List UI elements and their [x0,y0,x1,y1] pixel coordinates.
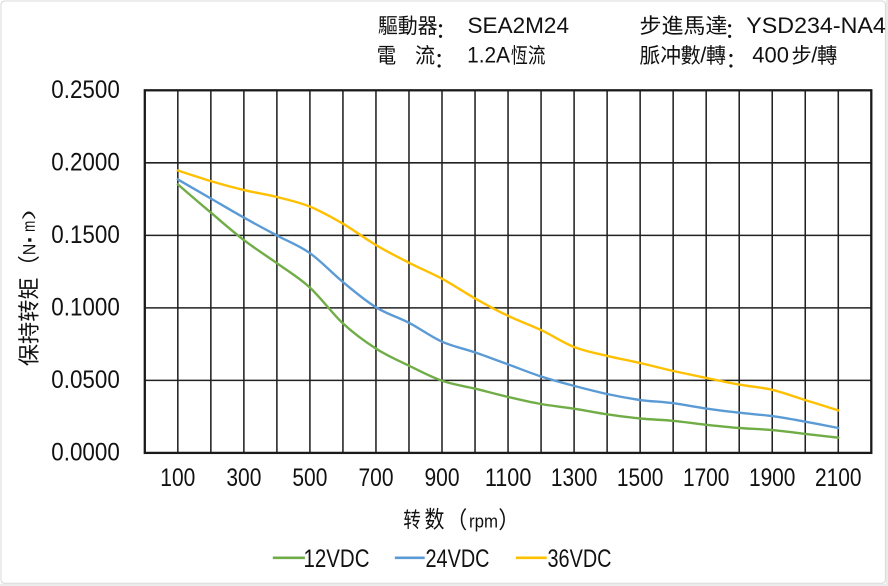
svg-text:/: / [700,43,707,68]
svg-text:1300: 1300 [551,464,598,492]
svg-text:0.0000: 0.0000 [51,438,120,466]
svg-text:0.1000: 0.1000 [51,293,120,321]
svg-text:SEA2M24: SEA2M24 [468,13,570,38]
svg-text:100: 100 [160,464,195,492]
svg-text:0.2500: 0.2500 [51,76,120,104]
svg-text:36VDC: 36VDC [548,545,612,573]
svg-text:400: 400 [752,43,789,68]
svg-text:24VDC: 24VDC [426,545,490,573]
svg-text:0.0500: 0.0500 [51,366,120,394]
svg-text:500: 500 [292,464,327,492]
svg-text:700: 700 [359,464,394,492]
svg-text:0.2000: 0.2000 [51,148,120,176]
svg-text:1900: 1900 [749,464,796,492]
svg-text:1100: 1100 [485,464,532,492]
svg-text:12VDC: 12VDC [304,545,370,573]
svg-text:0.1500: 0.1500 [51,221,120,249]
svg-text:300: 300 [226,464,261,492]
svg-text:rpm: rpm [469,511,498,531]
svg-text:900: 900 [425,464,460,492]
svg-text:/: / [811,43,818,68]
svg-text:YSD234-NA4: YSD234-NA4 [746,13,886,38]
svg-text:1700: 1700 [683,464,730,492]
svg-text:1500: 1500 [617,464,664,492]
svg-text:1.2A: 1.2A [467,43,510,68]
svg-text:2100: 2100 [815,464,862,492]
